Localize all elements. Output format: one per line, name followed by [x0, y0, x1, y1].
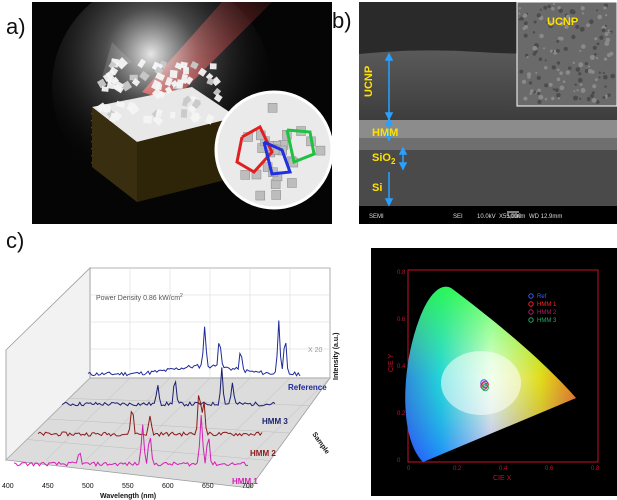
cie-x-tick: 0 — [407, 466, 411, 472]
x-tick-label: 450 — [42, 483, 54, 490]
cie-chromaticity-plot: 0 0.2 0.4 0.6 0.8 0 0.2 0.4 0.6 0.8 Ref HMM 1 HMM 2… — [371, 248, 617, 496]
power-density-superscript: 2 — [180, 293, 183, 299]
cie-point — [480, 382, 488, 390]
x-tick-label: 550 — [122, 483, 134, 490]
cie-x-tick: 0.4 — [499, 466, 508, 472]
cie-y-tick: 0.8 — [397, 270, 406, 276]
cie-y-tick: 0.2 — [397, 411, 406, 417]
layer-label-sio2-text: SiO — [372, 152, 391, 164]
cie-point — [481, 383, 489, 392]
layer-label-hmm: HMM — [372, 127, 399, 139]
hmm-illustration — [32, 2, 332, 224]
x-tick-label: 600 — [162, 483, 174, 490]
cie-x-tick: 0.6 — [545, 466, 554, 472]
x-tick-label: 400 — [2, 483, 14, 490]
scale-note: X 20 — [308, 347, 323, 354]
x-axis-label: Wavelength (nm) — [100, 493, 156, 500]
spectra-3d-plot: Reference HMM 3 HMM 2 HMM 1 400 450 500 550 600… — [0, 258, 362, 500]
legend-marker — [528, 317, 534, 323]
layer-label-sio2-subscript: 2 — [390, 157, 396, 167]
sem-footer-item: 10.0kV — [477, 214, 496, 220]
spectrum-line — [61, 367, 276, 407]
sem-inset-label: UCNP — [547, 16, 579, 28]
power-density-text: Power Density 0.86 kW/cm — [96, 295, 180, 302]
cie-y-tick: 0.6 — [397, 317, 406, 323]
sem-cross-section: SEMI SEI 10.0kV X55,000 100nm WD 12.9mm UCNP … — [359, 2, 617, 224]
hmm-illustration-art — [32, 2, 332, 224]
power-density-label: Power Density 0.86 kW/cm2 — [96, 293, 183, 302]
legend-marker — [528, 293, 534, 299]
sem-footer-item: X55,000 — [499, 214, 522, 220]
panel-label-b: b) — [332, 8, 352, 33]
x-tick-label: 500 — [82, 483, 94, 490]
legend-label: HMM 2 — [537, 310, 557, 316]
layer-label-sio2: SiO2 — [372, 152, 395, 166]
sample-label: HMM 1 — [232, 477, 258, 486]
sem-footer-item: 100nm — [507, 214, 525, 220]
cie-y-tick: 0 — [397, 458, 401, 464]
legend-marker — [528, 309, 534, 315]
legend-marker — [528, 301, 534, 307]
legend-label: HMM 1 — [537, 302, 557, 308]
nanoparticle-cluster — [96, 57, 223, 126]
zoom-circle — [214, 90, 332, 210]
cie-y-label: CIE Y — [388, 354, 395, 372]
sample-label: Reference — [288, 383, 327, 392]
legend-label: HMM 3 — [537, 318, 557, 324]
sample-label: HMM 2 — [250, 449, 276, 458]
cie-y-tick: 0.4 — [397, 364, 406, 370]
x-tick-label: 700 — [242, 483, 254, 490]
layer-label-ucnp: UCNP — [363, 65, 375, 97]
panel-label-a: a) — [6, 14, 26, 39]
layer-label-si: Si — [372, 182, 383, 194]
sample-label: HMM 3 — [262, 417, 288, 426]
cie-x-label: CIE X — [493, 475, 512, 482]
sem-footer-item: SEMI — [369, 214, 384, 220]
cie-point — [480, 379, 488, 387]
cie-x-tick: 0.8 — [591, 466, 600, 472]
legend-label: Ref — [537, 294, 547, 300]
cie-svg: 0 0.2 0.4 0.6 0.8 0 0.2 0.4 0.6 0.8 Ref HMM 1 HMM 2… — [371, 248, 617, 496]
cie-markers — [480, 379, 489, 392]
multilayer-stack — [91, 87, 238, 202]
panel-label-c: c) — [6, 228, 25, 253]
sem-footer-item: SEI — [453, 214, 463, 220]
cie-point — [481, 380, 489, 389]
cie-x-tick: 0.2 — [453, 466, 462, 472]
spectrum-line — [37, 395, 263, 437]
sample-axis-label: Sample — [310, 431, 330, 455]
spectra-3d-svg: Reference HMM 3 HMM 2 HMM 1 400 450 500 550 600… — [2, 267, 340, 500]
z-axis-label: Intensity (a.u.) — [333, 333, 340, 380]
sem-footer-item: WD 12.9mm — [529, 214, 562, 220]
x-tick-label: 650 — [202, 483, 214, 490]
spectrum-line — [87, 320, 301, 377]
spectrum-line — [13, 415, 249, 467]
